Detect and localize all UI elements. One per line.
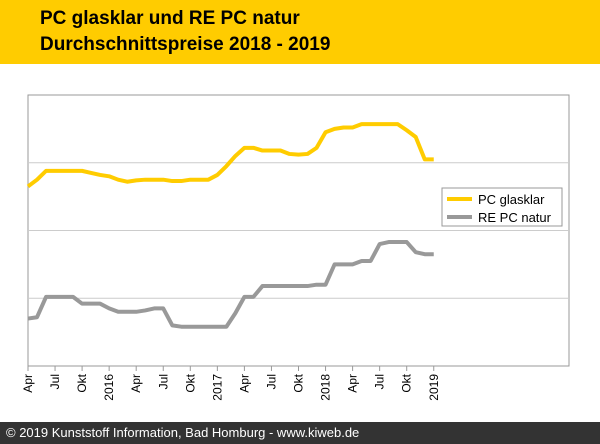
legend-label-pc-glasklar: PC glasklar [478, 192, 545, 207]
x-tick-label: Jul [48, 374, 62, 389]
x-tick-label: 2016 [102, 374, 116, 401]
legend-box [441, 187, 563, 227]
x-tick-label: Apr [129, 374, 143, 393]
chart-title-line-1: PC glasklar und RE PC natur [40, 8, 300, 29]
chart-title-line-2: Durchschnittspreise 2018 - 2019 [40, 34, 331, 55]
x-tick-label: Jul [264, 374, 278, 389]
series-lines [26, 122, 434, 329]
legend-label-re-pc-natur: RE PC natur [478, 210, 552, 225]
x-tick-label: Jul [373, 374, 387, 389]
chart-header: PC glasklar und RE PC natur Durchschnitt… [0, 0, 600, 64]
x-tick-label: Apr [346, 374, 360, 393]
x-tick-label: 2017 [210, 374, 224, 401]
x-tick-label: Apr [21, 374, 35, 393]
x-tick-label: 2018 [319, 374, 333, 401]
x-tick-label: Okt [183, 373, 197, 392]
chart-footer: © 2019 Kunststoff Information, Bad Hombu… [0, 422, 600, 444]
series-line-pc-glasklar [26, 122, 434, 189]
copyright-text: © 2019 Kunststoff Information, Bad Hombu… [6, 425, 360, 440]
x-tick-label: Jul [156, 374, 170, 389]
x-axis-ticks: Apr Jul Okt 2016 Apr Jul Okt 2017 Apr Jul Okt 2018 A… [21, 366, 441, 401]
x-tick-label: Okt [400, 373, 414, 392]
x-tick-label: Apr [237, 374, 251, 393]
legend: PC glasklar RE PC natur [441, 187, 563, 227]
series-line-re-pc-natur [27, 240, 434, 329]
x-tick-label: 2019 [427, 374, 441, 401]
x-tick-label: Okt [292, 373, 306, 392]
gridlines [28, 162, 569, 299]
x-tick-label: Okt [75, 373, 89, 392]
